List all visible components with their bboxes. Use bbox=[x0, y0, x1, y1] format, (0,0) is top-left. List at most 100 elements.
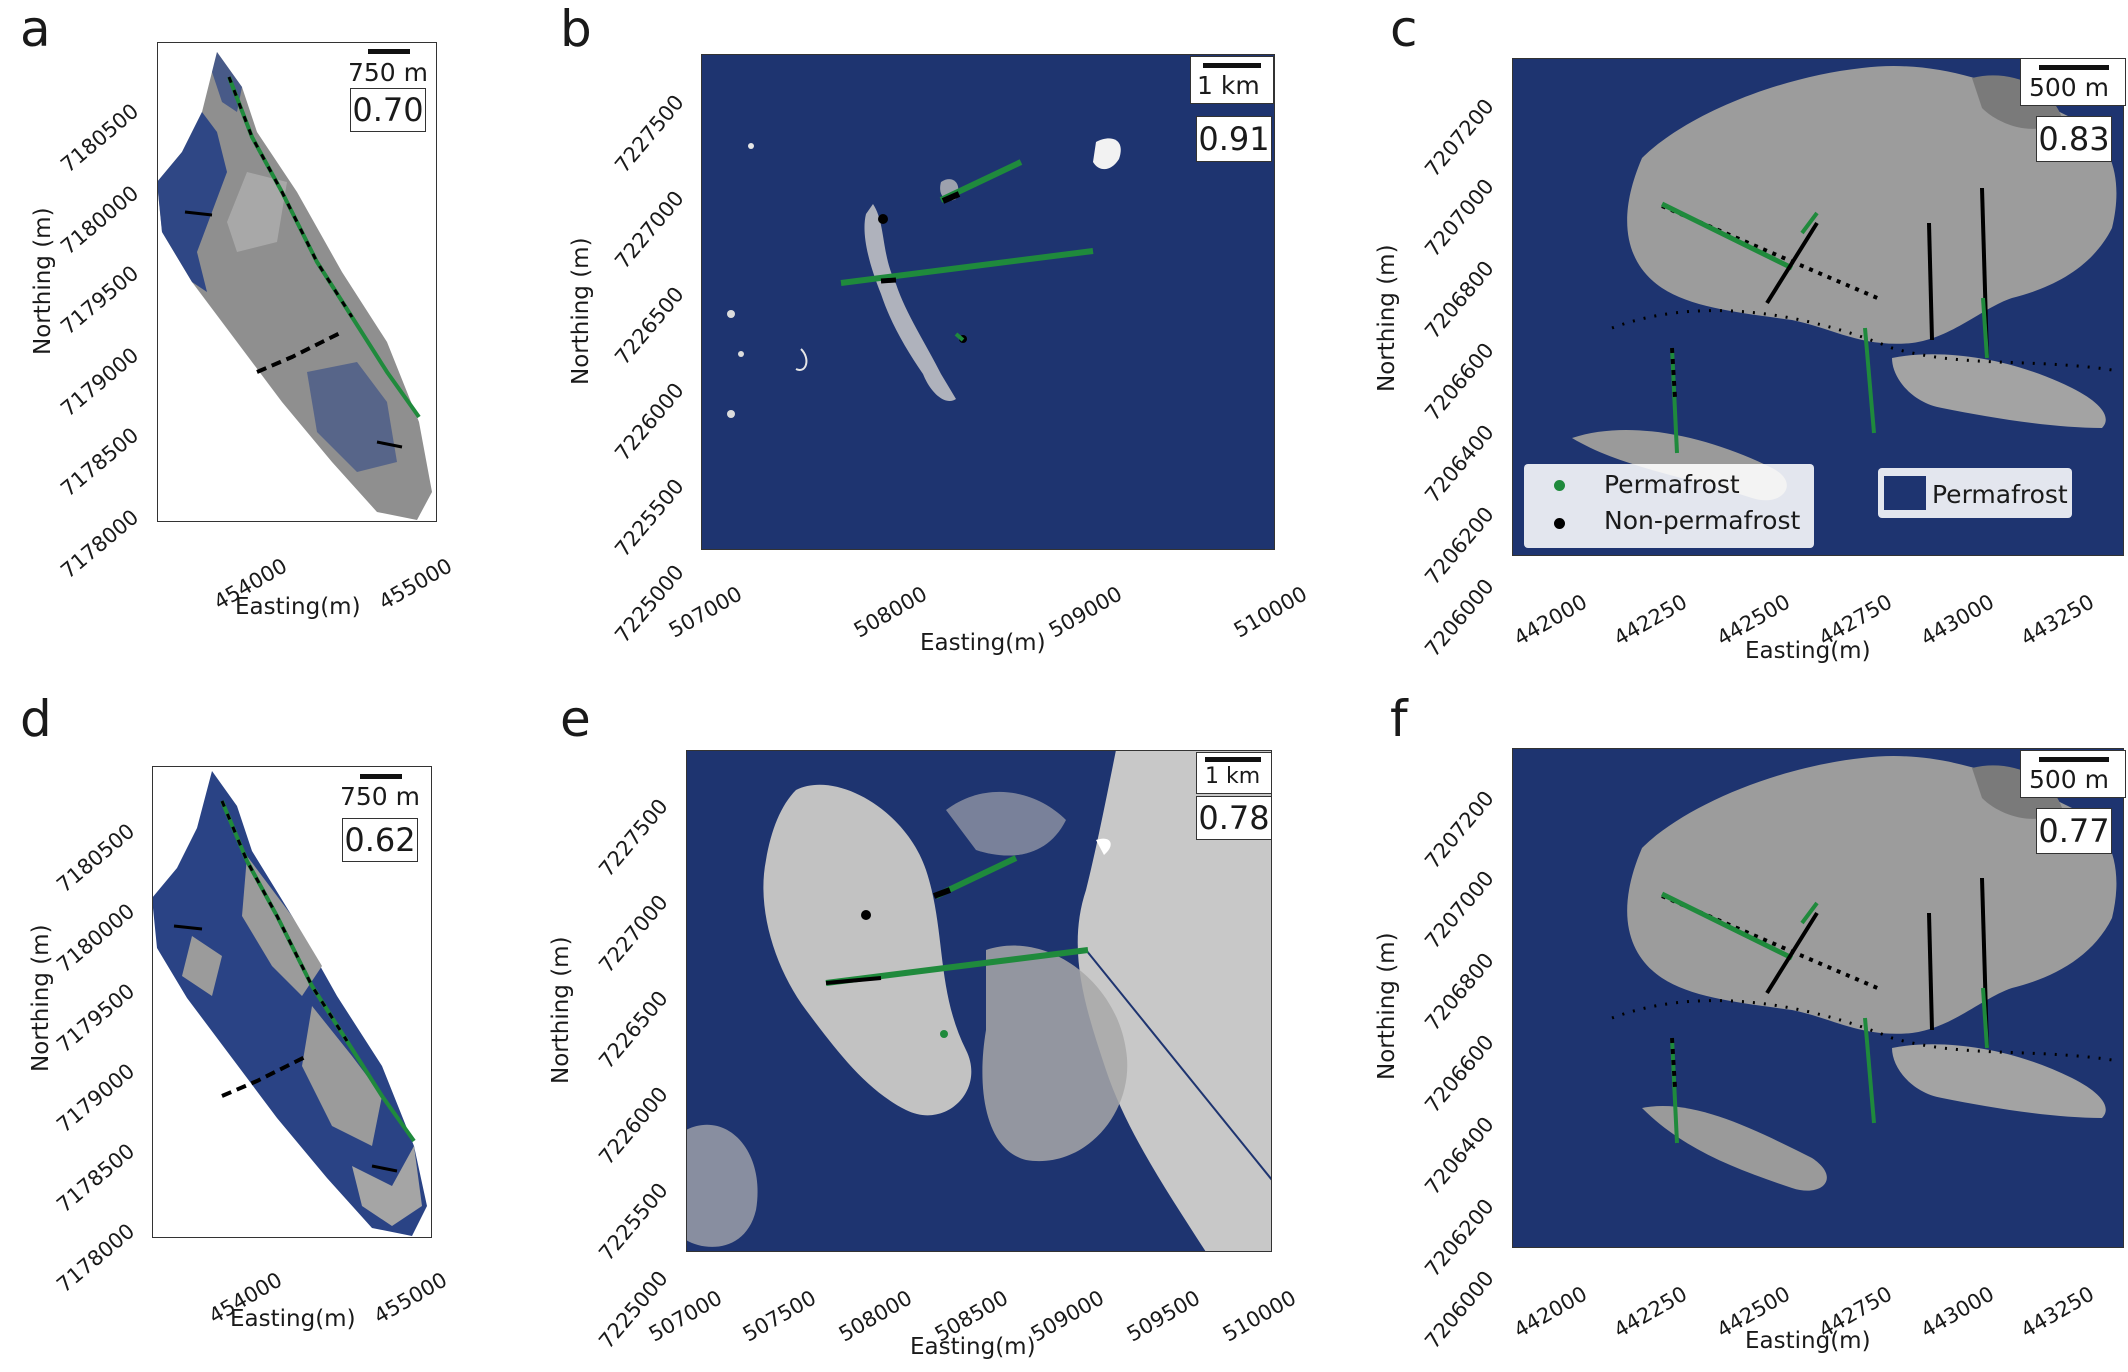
map-panel-f bbox=[1512, 748, 2124, 1248]
ytick-label: 7179000 bbox=[56, 342, 144, 422]
xtick-label: 509000 bbox=[1026, 1285, 1109, 1347]
map-panel-d bbox=[152, 766, 432, 1238]
legend-permafrost-label: Permafrost bbox=[1604, 470, 1740, 499]
ytick-label: 7206000 bbox=[1420, 1266, 1499, 1354]
score-box-f: 0.77 bbox=[2036, 808, 2112, 854]
ytick-label: 7206800 bbox=[1420, 948, 1499, 1036]
ytick-label: 7225500 bbox=[594, 1178, 673, 1266]
xtick-label: 442250 bbox=[1609, 1281, 1692, 1343]
ytick-label: 7206600 bbox=[1420, 1030, 1499, 1118]
map-e-svg bbox=[686, 750, 1272, 1252]
ytick-label: 7207000 bbox=[1420, 866, 1499, 954]
ytick-label: 7178500 bbox=[56, 422, 144, 502]
xaxis-label-c: Easting(m) bbox=[1745, 638, 1871, 664]
scale-label-d: 750 m bbox=[340, 782, 421, 811]
xtick-label: 443250 bbox=[2016, 589, 2099, 651]
scale-label-e: 1 km bbox=[1205, 764, 1261, 789]
ytick-label: 7226000 bbox=[610, 378, 689, 466]
map-c-svg bbox=[1572, 66, 2117, 501]
ytick-label: 7178000 bbox=[52, 1218, 140, 1298]
score-box-c: 0.83 bbox=[2036, 116, 2112, 162]
ytick-label: 7179000 bbox=[52, 1058, 140, 1138]
scale-bar-c bbox=[2039, 65, 2109, 70]
xtick-label: 509000 bbox=[1044, 581, 1127, 643]
ytick-label: 7180000 bbox=[56, 180, 144, 260]
yaxis-label-e: Northing (m) bbox=[548, 936, 574, 1084]
map-a-svg bbox=[157, 52, 432, 520]
xaxis-label-d: Easting(m) bbox=[230, 1306, 356, 1332]
scale-label-f: 500 m bbox=[2029, 765, 2110, 794]
xaxis-label-b: Easting(m) bbox=[920, 630, 1046, 656]
legend-area-label: Permafrost bbox=[1932, 480, 2068, 509]
scale-box-c: 500 m bbox=[2020, 58, 2126, 106]
ytick-label: 7206200 bbox=[1420, 1194, 1499, 1282]
scale-box-f: 500 m bbox=[2020, 750, 2126, 798]
map-panel-e bbox=[686, 750, 1272, 1252]
legend-area-swatch bbox=[1884, 476, 1926, 510]
xtick-label: 443250 bbox=[2016, 1281, 2099, 1343]
xtick-label: 508000 bbox=[849, 581, 932, 643]
score-box-e: 0.78 bbox=[1196, 796, 1272, 840]
map-panel-b bbox=[701, 54, 1275, 550]
ytick-label: 7207200 bbox=[1420, 786, 1499, 874]
xaxis-label-f: Easting(m) bbox=[1745, 1328, 1871, 1354]
scale-label-b: 1 km bbox=[1197, 71, 1260, 100]
xaxis-label-e: Easting(m) bbox=[910, 1334, 1036, 1360]
scale-label-c: 500 m bbox=[2029, 73, 2110, 102]
xtick-label: 442250 bbox=[1609, 589, 1692, 651]
map-b-svg bbox=[727, 138, 1121, 418]
xtick-label: 442000 bbox=[1509, 589, 1592, 651]
ytick-label: 7206000 bbox=[1420, 574, 1499, 662]
legend-points-c: Permafrost Non-permafrost bbox=[1524, 464, 1814, 548]
ytick-label: 7226500 bbox=[594, 986, 673, 1074]
xtick-label: 443000 bbox=[1916, 1281, 1999, 1343]
legend-nonpermafrost-label: Non-permafrost bbox=[1604, 506, 1801, 535]
scale-box-e: 1 km bbox=[1196, 752, 1272, 794]
ytick-label: 7207200 bbox=[1420, 94, 1499, 182]
ytick-label: 7178500 bbox=[52, 1138, 140, 1218]
scale-label-a: 750 m bbox=[348, 58, 429, 87]
ytick-label: 7206600 bbox=[1420, 338, 1499, 426]
xtick-label: 508000 bbox=[834, 1285, 917, 1347]
yaxis-label-b: Northing (m) bbox=[568, 237, 594, 385]
xtick-label: 509500 bbox=[1122, 1285, 1205, 1347]
yaxis-label-a: Northing (m) bbox=[30, 207, 56, 355]
ytick-label: 7227500 bbox=[594, 794, 673, 882]
ytick-label: 7206400 bbox=[1420, 420, 1499, 508]
ytick-label: 7178000 bbox=[56, 504, 144, 584]
panel-letter-f: f bbox=[1390, 690, 1408, 748]
legend-permafrost-dot bbox=[1554, 480, 1565, 491]
yaxis-label-d: Northing (m) bbox=[28, 924, 54, 1072]
map-f-svg bbox=[1611, 756, 2117, 1191]
panel-letter-a: a bbox=[20, 0, 51, 58]
ytick-label: 7225500 bbox=[610, 474, 689, 562]
xtick-label: 510000 bbox=[1229, 581, 1312, 643]
xtick-label: 455000 bbox=[369, 1267, 452, 1329]
ytick-label: 7226500 bbox=[610, 282, 689, 370]
score-box-b: 0.91 bbox=[1196, 116, 1272, 162]
ytick-label: 7180500 bbox=[52, 818, 140, 898]
xtick-label: 443000 bbox=[1916, 589, 1999, 651]
panel-letter-e: e bbox=[560, 690, 591, 748]
ytick-label: 7180000 bbox=[52, 898, 140, 978]
scale-bar-b bbox=[1203, 63, 1261, 68]
xaxis-label-a: Easting(m) bbox=[235, 594, 361, 620]
scale-box-b: 1 km bbox=[1190, 56, 1274, 104]
legend-nonpermafrost-dot bbox=[1554, 518, 1565, 529]
xtick-label: 507500 bbox=[738, 1285, 821, 1347]
score-box-d: 0.62 bbox=[342, 818, 418, 862]
ytick-label: 7180500 bbox=[56, 98, 144, 178]
ytick-label: 7227000 bbox=[594, 890, 673, 978]
xtick-label: 442000 bbox=[1509, 1281, 1592, 1343]
legend-area-c: Permafrost bbox=[1878, 468, 2072, 518]
ytick-label: 7207000 bbox=[1420, 174, 1499, 262]
xtick-label: 510000 bbox=[1218, 1285, 1301, 1347]
scale-bar-d bbox=[360, 774, 402, 779]
scale-bar-f bbox=[2039, 757, 2109, 762]
panel-letter-d: d bbox=[20, 690, 52, 748]
ytick-label: 7226000 bbox=[594, 1082, 673, 1170]
ytick-label: 7206800 bbox=[1420, 256, 1499, 344]
yaxis-label-f: Northing (m) bbox=[1374, 932, 1400, 1080]
xtick-label: 507000 bbox=[664, 581, 747, 643]
ytick-label: 7206400 bbox=[1420, 1112, 1499, 1200]
